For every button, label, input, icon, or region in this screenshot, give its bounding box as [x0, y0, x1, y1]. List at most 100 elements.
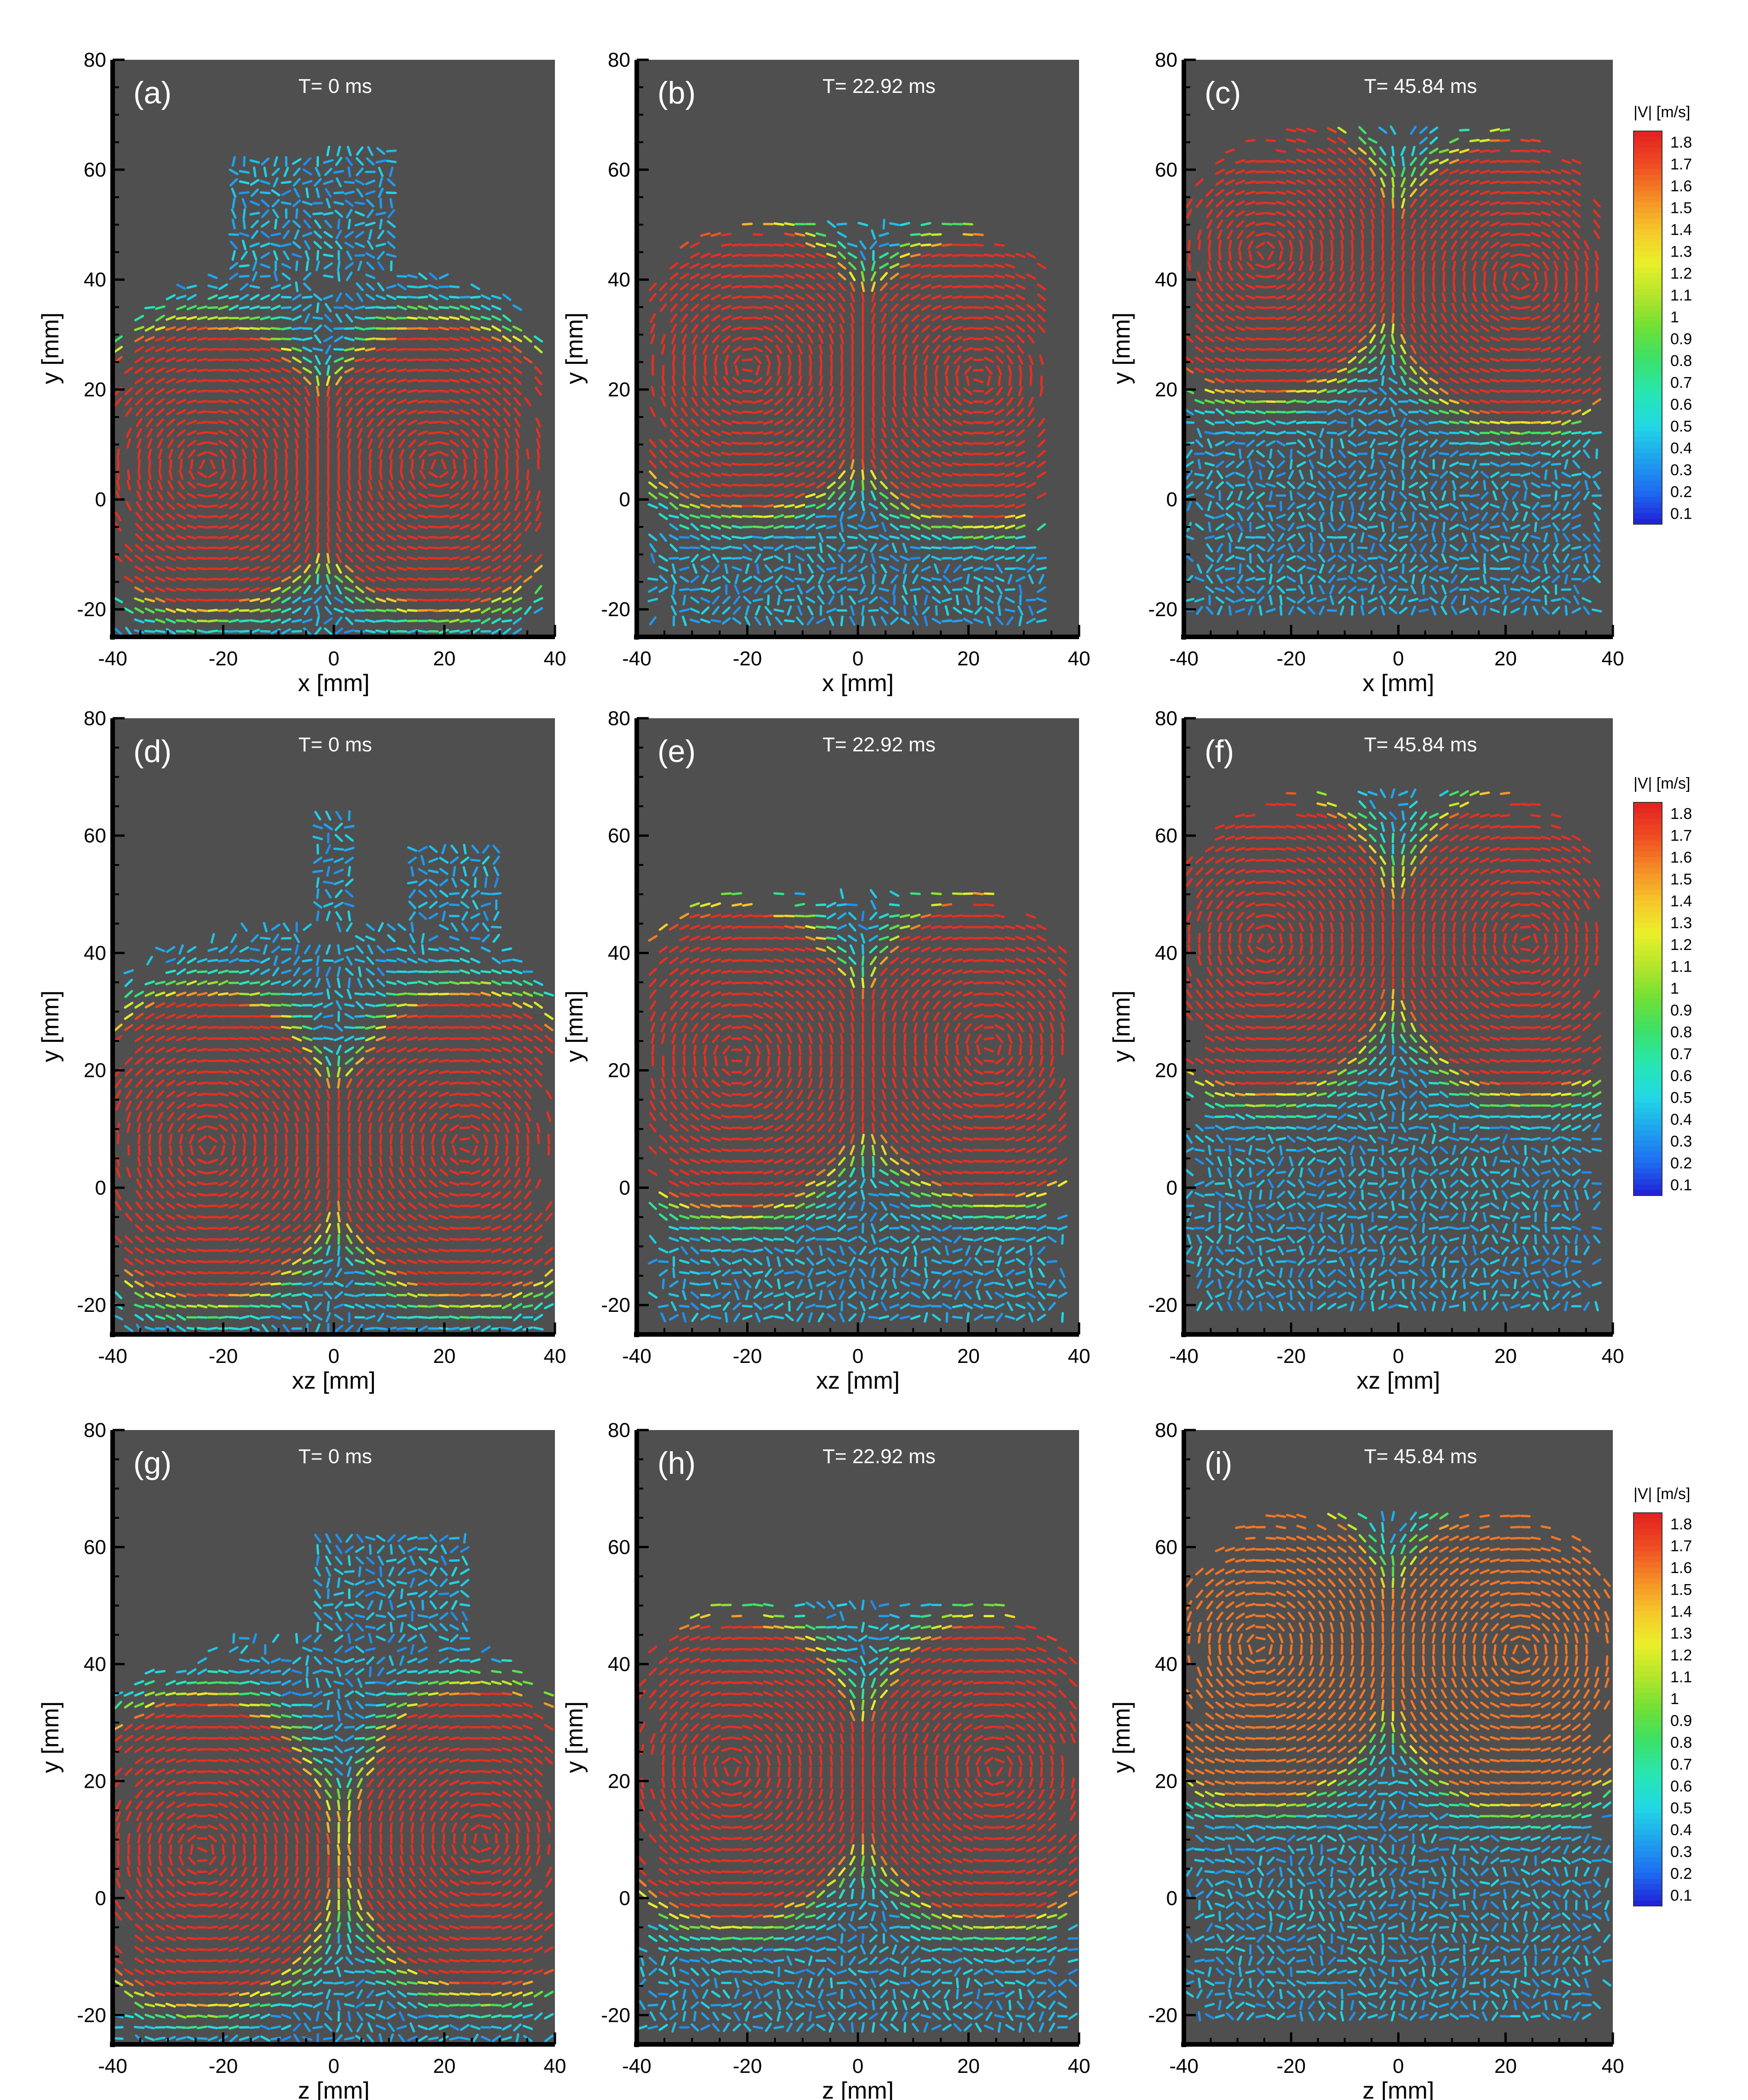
vector-arrow [481, 398, 491, 406]
vector-arrow [1377, 452, 1388, 456]
y-tick-label: -20 [601, 598, 630, 621]
vector-arrow [481, 512, 490, 521]
vector-arrow [124, 366, 133, 374]
vector-arrow [1503, 605, 1507, 616]
vector-arrow [1309, 240, 1314, 251]
vector-arrow [134, 555, 144, 562]
vector-arrow [941, 619, 953, 623]
vector-arrow [284, 448, 288, 459]
vector-arrow [249, 1305, 260, 1308]
vector-arrow [358, 448, 362, 459]
vector-arrow [1234, 546, 1245, 549]
vector-arrow [197, 471, 207, 478]
vector-arrow [871, 406, 875, 418]
vector-arrow [251, 480, 258, 491]
vector-arrow [1235, 378, 1245, 383]
vector-arrow [1540, 149, 1551, 153]
x-axis-label: x [mm] [298, 670, 370, 697]
vector-arrow [396, 1316, 407, 1319]
vector-arrow [1265, 181, 1276, 184]
vector-arrow [376, 408, 385, 416]
vector-arrow [731, 452, 743, 456]
vector-arrow [438, 347, 449, 351]
vector-arrow [501, 1327, 513, 1331]
vector-arrow [186, 608, 197, 613]
vector-arrow [144, 576, 155, 583]
vector-arrow [1350, 260, 1354, 271]
vector-arrow [1401, 156, 1405, 167]
vector-arrow [1500, 358, 1510, 362]
vector-arrow [304, 386, 310, 396]
vector-arrow [1208, 521, 1211, 532]
vector-arrow [1018, 365, 1023, 376]
vector-arrow [962, 441, 973, 446]
vector-arrow [398, 439, 406, 448]
vector-arrow [417, 566, 428, 571]
vector-arrow [1540, 504, 1551, 508]
vector-arrow [250, 534, 260, 541]
vector-arrow [524, 522, 531, 532]
vector-arrow [177, 439, 185, 448]
vector-arrow [124, 576, 134, 583]
vector-arrow [417, 577, 428, 581]
vector-arrow [396, 1327, 407, 1331]
vector-arrow [314, 366, 321, 375]
x-tick-label: 0 [328, 647, 339, 670]
vector-arrow [282, 407, 290, 417]
vector-arrow [492, 501, 500, 511]
vector-arrow [270, 628, 281, 635]
vector-arrow [1245, 536, 1256, 539]
vector-arrow [126, 428, 132, 438]
vector-arrow [197, 567, 208, 571]
vector-arrow [871, 323, 875, 334]
vector-arrow [260, 555, 270, 561]
vector-arrow [407, 524, 417, 530]
vector-arrow [282, 544, 291, 552]
vector-arrow [449, 1327, 460, 1331]
vector-arrow [491, 533, 501, 541]
vector-arrow [899, 525, 910, 529]
vector-arrow [386, 619, 397, 623]
vector-arrow [492, 512, 501, 521]
x-tick-label: -40 [622, 647, 651, 670]
vector-arrow [260, 597, 271, 603]
vector-arrow [250, 512, 259, 521]
vector-arrow [389, 448, 394, 459]
vector-arrow [271, 565, 280, 572]
x-tick-label: 20 [957, 647, 980, 670]
vector-arrow [459, 608, 470, 613]
vector-arrow [1004, 588, 1016, 591]
vector-arrow [994, 515, 1005, 518]
vector-arrow [1265, 327, 1276, 330]
vector-arrow [428, 1316, 439, 1319]
vector-arrow [1479, 420, 1490, 425]
vector-arrow [127, 469, 131, 481]
vector-arrow [1530, 149, 1541, 153]
vector-arrow [316, 386, 320, 397]
vector-arrow [651, 354, 654, 366]
vector-arrow [1326, 609, 1337, 612]
vector-arrow [1371, 219, 1375, 229]
vector-arrow [449, 420, 460, 425]
vector-arrow [962, 463, 973, 466]
vector-arrow [263, 480, 268, 491]
vector-arrow [270, 576, 281, 582]
vector-arrow [1285, 379, 1297, 383]
vector-arrow [144, 619, 155, 623]
vector-arrow [1520, 181, 1531, 184]
vector-arrow [260, 378, 270, 384]
vector-arrow [1381, 521, 1385, 532]
vector-arrow [197, 483, 208, 488]
vector-arrow [962, 326, 973, 331]
vector-arrow [714, 365, 718, 376]
vector-arrow [344, 608, 354, 613]
vector-arrow [346, 397, 353, 406]
vector-arrow [460, 409, 470, 415]
y-tick-label: 40 [608, 269, 630, 291]
vector-arrow [752, 306, 764, 309]
vector-arrow [536, 490, 541, 501]
vector-arrow [304, 417, 310, 428]
vector-arrow [114, 397, 122, 406]
vector-arrow [326, 145, 331, 157]
vector-arrow [157, 491, 164, 501]
